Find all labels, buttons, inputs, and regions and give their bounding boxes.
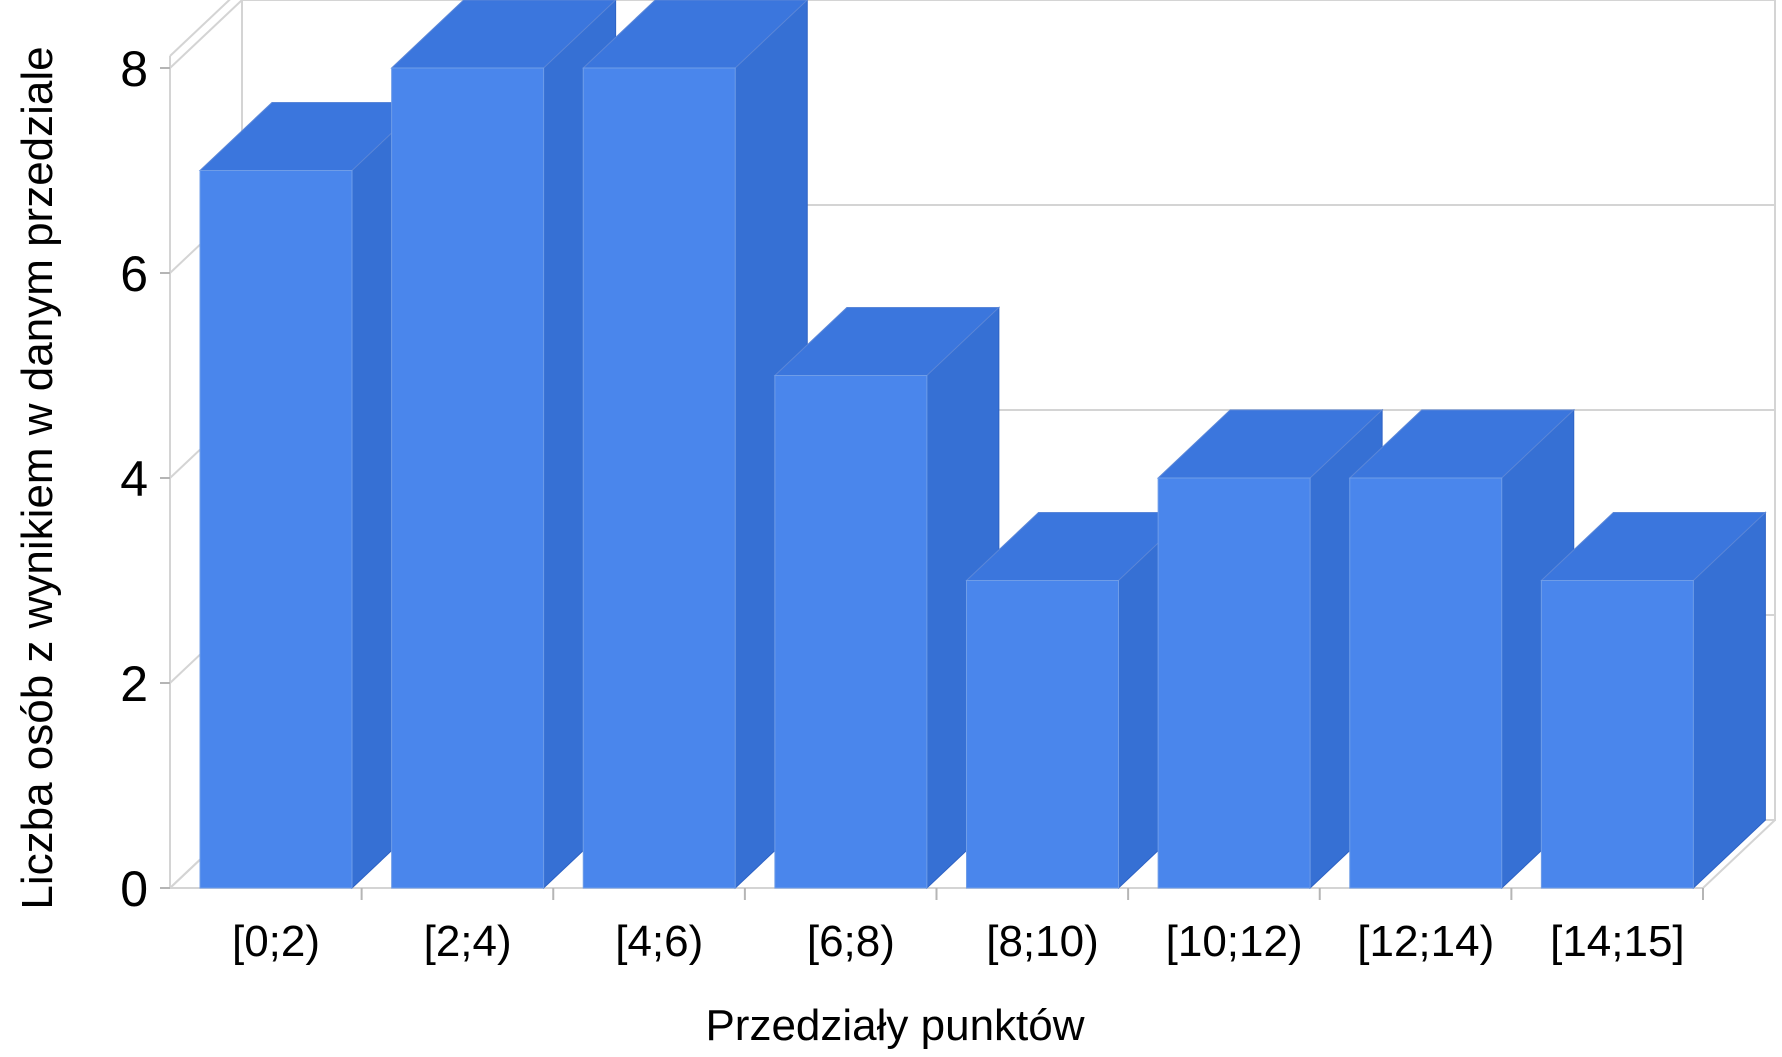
x-tick-label: [10;12) — [1166, 917, 1303, 966]
y-tick-label: 4 — [120, 451, 148, 507]
x-tick-label: [2;4) — [424, 917, 512, 966]
y-tick-label: 6 — [120, 246, 148, 302]
bar-front — [391, 67, 545, 889]
x-tick-label: [8;10) — [986, 917, 1099, 966]
x-tick-label: [4;6) — [615, 917, 703, 966]
bar — [1348, 408, 1576, 890]
x-axis-title: Przedziały punktów — [705, 1001, 1084, 1050]
bar-front — [582, 67, 736, 889]
gridline — [169, 0, 1775, 69]
bar — [965, 511, 1192, 890]
x-tick-label: [0;2) — [232, 917, 320, 966]
bar — [198, 101, 426, 890]
y-tick-label: 8 — [120, 41, 148, 97]
bar-front — [199, 170, 353, 889]
y-axis-ticks: 0 2 4 6 8 — [120, 41, 170, 917]
x-tick-label: [14;15] — [1550, 917, 1685, 966]
x-tick-label: [6;8) — [807, 917, 895, 966]
bar — [581, 0, 808, 890]
bars — [198, 0, 1767, 890]
bar-front — [1540, 580, 1694, 889]
bar — [1540, 511, 1767, 890]
bar — [390, 0, 617, 890]
bar-front — [1157, 477, 1311, 889]
x-axis-ticks: [0;2) [2;4) [4;6) [6;8) [8;10) [10;12) [12;14)… — [232, 888, 1704, 966]
y-tick-label: 2 — [120, 656, 148, 712]
bar-front — [774, 375, 928, 889]
bar — [773, 306, 1001, 890]
x-tick-label: [12;14) — [1357, 917, 1494, 966]
y-axis-title: Liczba osób z wynikiem w danym przedzial… — [13, 46, 62, 909]
bar — [1156, 408, 1384, 890]
bar-front — [1349, 477, 1503, 889]
y-tick-label: 0 — [120, 861, 148, 917]
bar-front — [966, 580, 1119, 889]
